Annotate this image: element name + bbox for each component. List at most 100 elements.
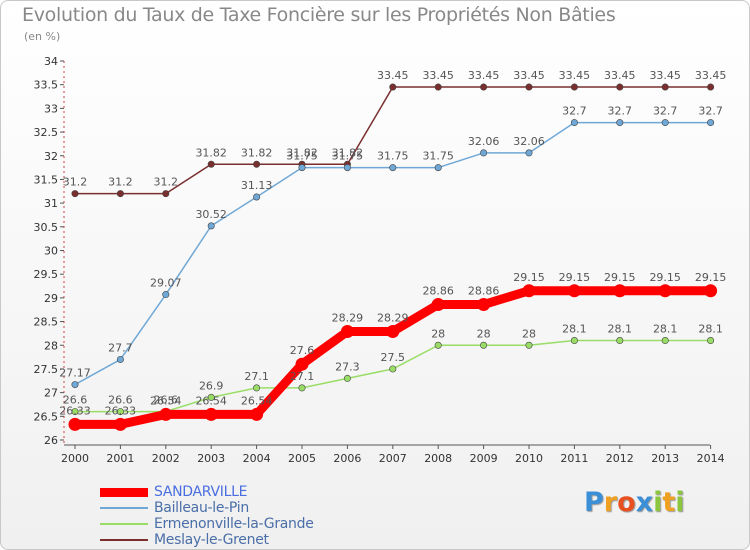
data-point: [570, 337, 578, 345]
data-label: 32.7: [562, 105, 587, 118]
data-label: 33.45: [604, 69, 636, 82]
data-label: 33.45: [649, 69, 681, 82]
data-point: [340, 325, 354, 339]
y-tick-label: 26: [44, 434, 58, 447]
data-label: 26.33: [59, 404, 91, 417]
data-point: [570, 119, 578, 127]
data-point: [707, 337, 715, 345]
legend: SANDARVILLE Bailleau-le-Pin Ermenonville-l…: [100, 484, 314, 548]
data-label: 28.1: [653, 323, 678, 336]
data-label: 26.6: [154, 394, 179, 407]
data-point: [525, 341, 533, 349]
data-label: 32.06: [513, 135, 545, 148]
data-label: 27.17: [59, 367, 91, 380]
legend-item: SANDARVILLE: [100, 484, 314, 500]
data-label: 27.1: [290, 370, 315, 383]
data-label: 30.52: [195, 208, 227, 221]
data-point: [116, 355, 124, 363]
data-label: 29.15: [559, 271, 591, 284]
data-point: [386, 325, 400, 339]
x-tick-label: 2002: [152, 452, 180, 465]
data-point: [71, 408, 79, 416]
x-tick-label: 2007: [379, 452, 407, 465]
series-layer: [68, 83, 718, 431]
y-tick-label: 28: [44, 339, 58, 352]
data-label: 28.29: [332, 312, 364, 325]
data-label: 33.45: [422, 69, 454, 82]
data-label: 33.45: [695, 69, 727, 82]
data-point: [522, 284, 536, 298]
logo-letter: P: [584, 487, 604, 518]
data-point: [707, 83, 715, 91]
logo-letter: r: [603, 487, 618, 518]
data-point: [253, 193, 261, 201]
data-label: 26.9: [199, 379, 224, 392]
data-point: [434, 83, 442, 91]
data-point: [116, 190, 124, 198]
data-point: [661, 337, 669, 345]
data-label: 32.7: [698, 105, 723, 118]
data-point: [162, 291, 170, 299]
y-tick-label: 30: [44, 245, 58, 258]
x-tick-label: 2010: [515, 452, 543, 465]
x-tick-label: 2014: [697, 452, 725, 465]
x-tick-label: 2008: [424, 452, 452, 465]
data-point: [567, 284, 581, 298]
y-tick-label: 33.5: [34, 79, 59, 92]
data-label: 32.7: [608, 105, 633, 118]
logo-letter: x: [635, 487, 654, 518]
y-tick-label: 28.5: [34, 316, 59, 329]
data-label: 29.07: [150, 277, 182, 290]
data-label: 28.1: [698, 323, 723, 336]
legend-swatch: [100, 487, 148, 497]
data-label: 31.75: [286, 150, 318, 163]
data-point: [389, 164, 397, 172]
data-point: [616, 337, 624, 345]
x-tick-label: 2003: [197, 452, 225, 465]
data-point: [389, 83, 397, 91]
data-label: 31.82: [286, 146, 318, 159]
data-label: 28.1: [562, 323, 587, 336]
data-point: [613, 284, 627, 298]
data-point: [431, 298, 445, 312]
data-point: [704, 284, 718, 298]
data-label: 26.6: [63, 394, 88, 407]
data-label: 29.15: [649, 271, 681, 284]
data-label: 26.6: [108, 394, 133, 407]
data-label: 28: [477, 327, 491, 340]
y-tick-label: 34: [44, 55, 58, 68]
data-point: [162, 190, 170, 198]
x-tick-label: 2000: [61, 452, 89, 465]
data-label: 31.2: [154, 176, 179, 189]
legend-label: Meslay-le-Grenet: [154, 532, 269, 548]
y-tick-label: 26.5: [34, 410, 59, 423]
y-tick-label: 31: [44, 197, 58, 210]
data-label: 33.45: [377, 69, 409, 82]
data-label: 31.2: [63, 176, 88, 189]
legend-swatch: [100, 539, 148, 541]
legend-label: SANDARVILLE: [154, 484, 248, 500]
y-tick-label: 27: [44, 387, 58, 400]
data-label: 29.15: [513, 271, 545, 284]
data-label: 28.86: [422, 285, 454, 298]
data-point: [116, 408, 124, 416]
data-label: 29.15: [604, 271, 636, 284]
data-label: 27.6: [290, 344, 315, 357]
data-point: [525, 149, 533, 157]
data-label: 31.82: [332, 146, 364, 159]
data-point: [434, 341, 442, 349]
x-tick-label: 2012: [606, 452, 634, 465]
y-tick-label: 27.5: [34, 363, 59, 376]
proxiti-logo: Proxiti: [584, 487, 685, 518]
data-point: [113, 417, 127, 431]
data-label: 33.45: [513, 69, 545, 82]
y-tick-label: 33: [44, 102, 58, 115]
x-tick-label: 2001: [106, 452, 134, 465]
logo-letter: t: [662, 487, 676, 518]
data-point: [661, 119, 669, 127]
data-point: [343, 374, 351, 382]
y-tick-label: 30.5: [34, 221, 59, 234]
legend-swatch: [100, 523, 148, 525]
